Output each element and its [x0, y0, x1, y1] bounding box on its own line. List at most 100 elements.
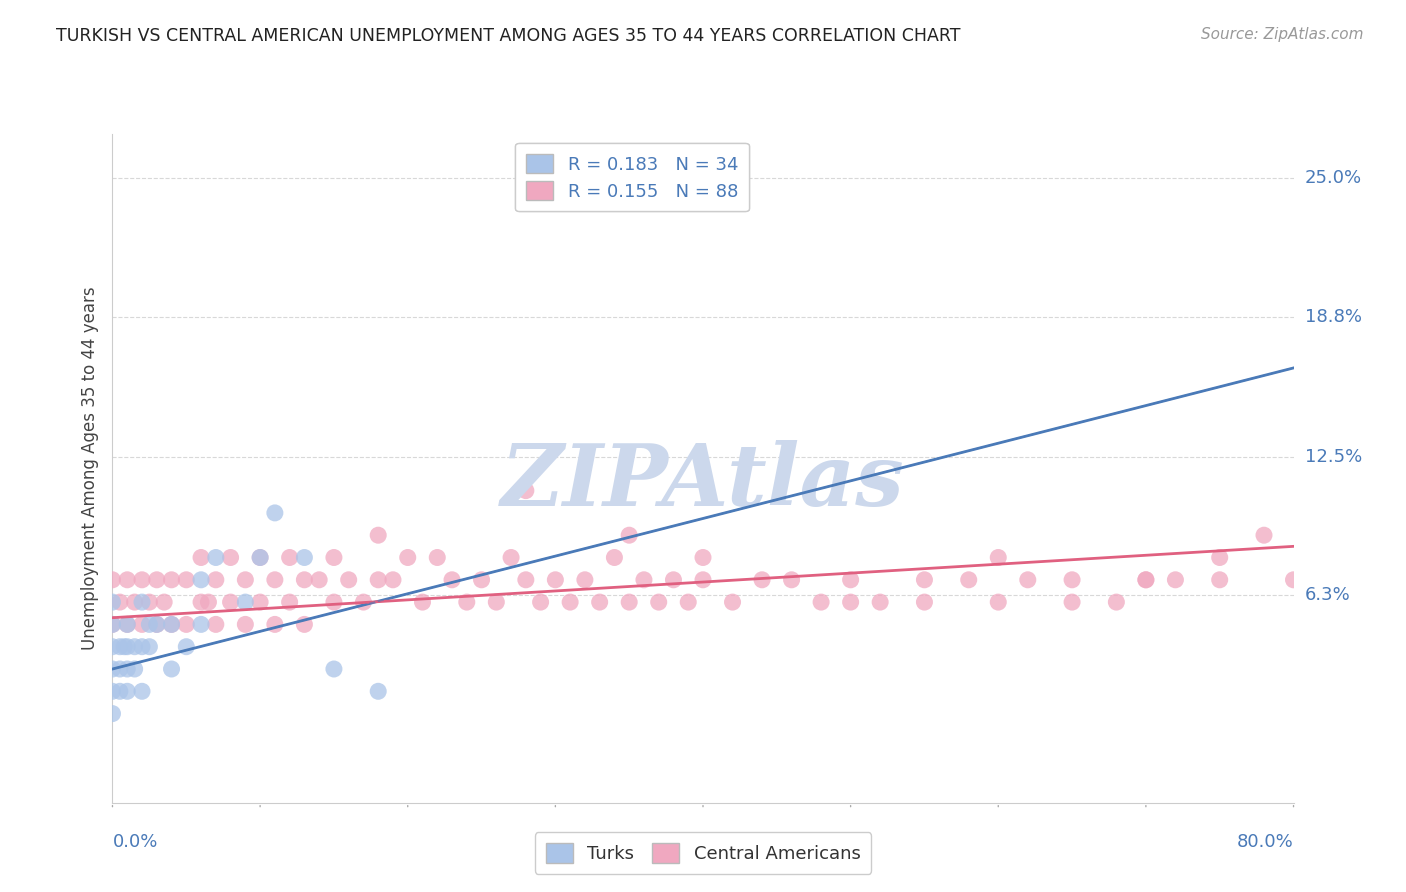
- Point: [1062, 595, 1084, 609]
- Point: [426, 550, 449, 565]
- Point: [1208, 573, 1232, 587]
- Point: [751, 573, 773, 587]
- Legend: Turks, Central Americans: Turks, Central Americans: [534, 832, 872, 874]
- Point: [574, 573, 596, 587]
- Point: [264, 506, 287, 520]
- Point: [174, 573, 197, 587]
- Point: [131, 617, 153, 632]
- Point: [190, 573, 212, 587]
- Point: [323, 662, 346, 676]
- Point: [1062, 573, 1084, 587]
- Point: [501, 550, 523, 565]
- Point: [839, 573, 862, 587]
- Point: [558, 595, 582, 609]
- Point: [382, 573, 405, 587]
- Point: [146, 573, 169, 587]
- Point: [124, 640, 146, 654]
- Point: [108, 595, 131, 609]
- Point: [914, 573, 936, 587]
- Point: [131, 640, 153, 654]
- Point: [544, 573, 567, 587]
- Point: [529, 595, 551, 609]
- Point: [619, 595, 641, 609]
- Point: [1164, 573, 1187, 587]
- Point: [101, 640, 124, 654]
- Point: [108, 684, 131, 698]
- Point: [1135, 573, 1157, 587]
- Point: [138, 595, 160, 609]
- Point: [278, 595, 301, 609]
- Point: [205, 617, 228, 632]
- Point: [292, 617, 315, 632]
- Point: [249, 550, 271, 565]
- Point: [101, 662, 124, 676]
- Point: [146, 617, 169, 632]
- Point: [411, 595, 433, 609]
- Point: [662, 573, 685, 587]
- Point: [101, 595, 124, 609]
- Text: 25.0%: 25.0%: [1305, 169, 1362, 187]
- Point: [337, 573, 360, 587]
- Point: [131, 595, 153, 609]
- Point: [1017, 573, 1039, 587]
- Point: [264, 573, 287, 587]
- Point: [470, 573, 494, 587]
- Point: [914, 595, 936, 609]
- Point: [839, 595, 862, 609]
- Point: [987, 595, 1010, 609]
- Point: [456, 595, 478, 609]
- Point: [117, 573, 138, 587]
- Point: [692, 573, 714, 587]
- Point: [160, 662, 183, 676]
- Text: 80.0%: 80.0%: [1237, 833, 1294, 851]
- Point: [205, 573, 228, 587]
- Point: [721, 595, 744, 609]
- Point: [190, 617, 212, 632]
- Point: [101, 684, 124, 698]
- Point: [249, 550, 271, 565]
- Point: [131, 573, 153, 587]
- Point: [160, 617, 183, 632]
- Point: [124, 595, 146, 609]
- Point: [138, 640, 160, 654]
- Point: [138, 617, 160, 632]
- Point: [367, 573, 389, 587]
- Point: [249, 595, 271, 609]
- Point: [233, 617, 256, 632]
- Point: [153, 595, 176, 609]
- Point: [160, 573, 183, 587]
- Point: [117, 617, 138, 632]
- Point: [957, 573, 980, 587]
- Point: [205, 550, 228, 565]
- Point: [352, 595, 374, 609]
- Point: [117, 640, 138, 654]
- Text: 12.5%: 12.5%: [1305, 448, 1362, 467]
- Point: [219, 550, 242, 565]
- Point: [292, 573, 315, 587]
- Point: [678, 595, 700, 609]
- Point: [124, 662, 146, 676]
- Point: [146, 617, 169, 632]
- Point: [1105, 595, 1128, 609]
- Point: [190, 550, 212, 565]
- Point: [197, 595, 219, 609]
- Point: [633, 573, 655, 587]
- Point: [485, 595, 508, 609]
- Point: [233, 573, 256, 587]
- Point: [367, 684, 389, 698]
- Point: [780, 573, 803, 587]
- Point: [108, 640, 131, 654]
- Text: TURKISH VS CENTRAL AMERICAN UNEMPLOYMENT AMONG AGES 35 TO 44 YEARS CORRELATION C: TURKISH VS CENTRAL AMERICAN UNEMPLOYMENT…: [56, 27, 960, 45]
- Point: [308, 573, 330, 587]
- Text: 6.3%: 6.3%: [1305, 586, 1350, 605]
- Point: [647, 595, 671, 609]
- Legend: R = 0.183   N = 34, R = 0.155   N = 88: R = 0.183 N = 34, R = 0.155 N = 88: [515, 143, 749, 211]
- Point: [441, 573, 464, 587]
- Point: [1282, 573, 1305, 587]
- Point: [117, 617, 138, 632]
- Text: 0.0%: 0.0%: [112, 833, 157, 851]
- Point: [323, 550, 346, 565]
- Text: Source: ZipAtlas.com: Source: ZipAtlas.com: [1201, 27, 1364, 42]
- Point: [112, 640, 135, 654]
- Point: [1253, 528, 1275, 542]
